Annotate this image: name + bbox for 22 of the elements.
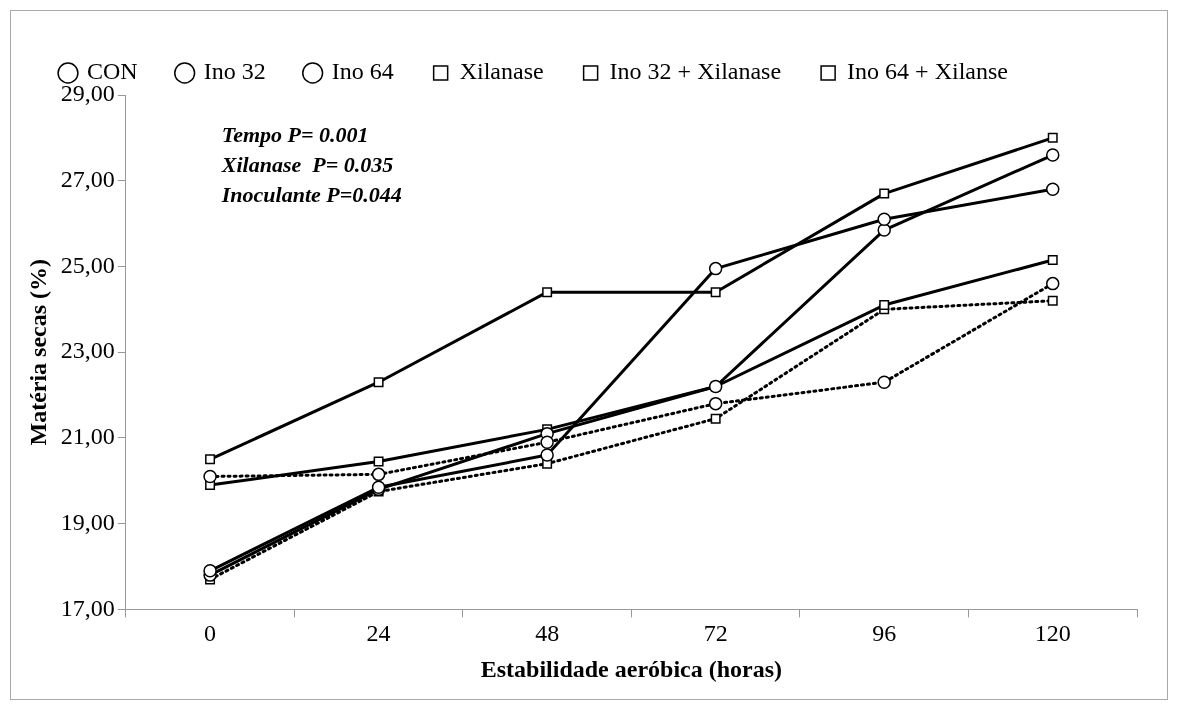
y-tick-label: 23,00 [60, 337, 115, 364]
y-tick-label: 17,00 [60, 594, 115, 621]
y-tick-label: 27,00 [60, 166, 115, 193]
y-tick-label: 25,00 [60, 251, 115, 278]
annotation: Inoculante P=0.044 [220, 181, 402, 207]
x-tick-label: 72 [703, 620, 728, 647]
x-axis-title: Estabilidade aeróbica (horas) [480, 655, 783, 682]
legend-label: Ino 64 + Xilanse [847, 58, 1008, 85]
x-tick-label: 120 [1034, 620, 1071, 647]
legend-label: Ino 32 [203, 58, 266, 85]
legend-label: Ino 64 [331, 58, 394, 85]
x-tick-label: 24 [366, 620, 391, 647]
x-tick-label: 48 [535, 620, 560, 647]
legend-label: Ino 32 + Xilanase [609, 58, 782, 85]
annotation: Xilanase P= 0.035 [220, 151, 394, 177]
y-axis-title: Matéria secas (%) [24, 258, 51, 446]
y-tick-label: 19,00 [60, 508, 115, 535]
annotation: Tempo P= 0.001 [221, 121, 369, 147]
x-tick-label: 0 [204, 620, 217, 647]
y-tick-label: 21,00 [60, 423, 115, 450]
x-tick-label: 96 [872, 620, 897, 647]
legend-label: Xilanase [459, 58, 544, 85]
